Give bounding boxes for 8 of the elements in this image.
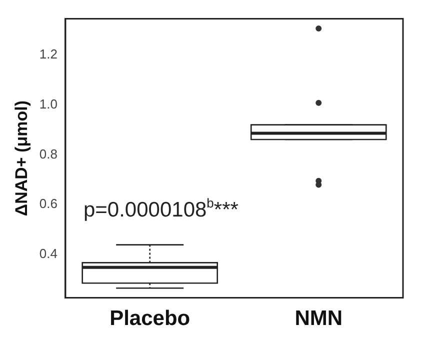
y-tick-label: 1.0: [39, 96, 58, 112]
x-tick-label: NMN: [294, 307, 343, 330]
y-tick-label: 0.6: [39, 196, 58, 212]
y-tick-label: 0.4: [39, 246, 58, 261]
x-tick-label: Placebo: [110, 307, 190, 330]
y-axis-title: ΔNAD+ (μmol): [12, 100, 31, 216]
y-tick-label: 0.8: [39, 146, 58, 162]
y-tick-label: 1.2: [39, 46, 58, 62]
